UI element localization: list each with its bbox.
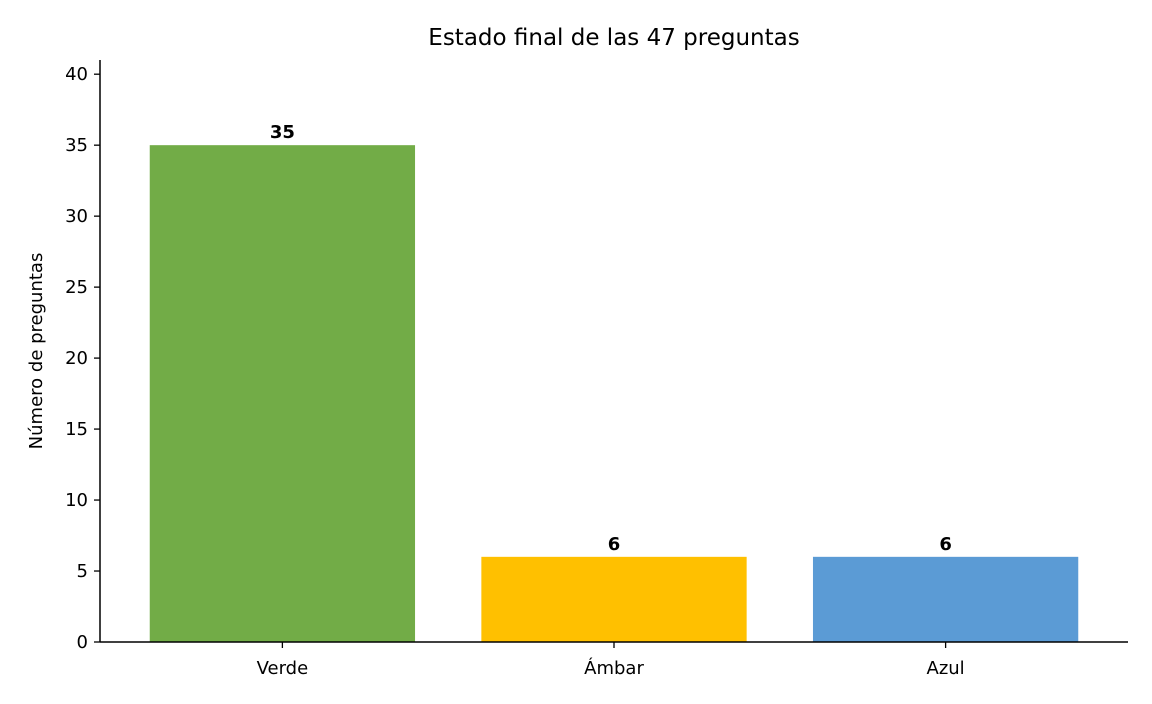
y-tick-label-30: 30 bbox=[65, 206, 88, 227]
y-tick-label-0: 0 bbox=[77, 632, 88, 653]
y-tick-label-15: 15 bbox=[65, 419, 88, 440]
chart-title: Estado final de las 47 preguntas bbox=[428, 25, 799, 51]
bar-0 bbox=[149, 145, 416, 643]
data-label-2: 6 bbox=[939, 534, 952, 555]
bar-1 bbox=[481, 556, 747, 642]
data-label-1: 6 bbox=[608, 534, 621, 555]
y-tick-label-40: 40 bbox=[65, 64, 88, 85]
y-axis-label: Número de preguntas bbox=[26, 253, 47, 450]
y-tick-label-25: 25 bbox=[65, 277, 88, 298]
x-tick-label-2: Azul bbox=[927, 658, 965, 679]
data-label-0: 35 bbox=[270, 122, 295, 143]
plot-area: 35 6 6 0 5 10 15 20 25 30 35 40 Verde Ámbar Azul bbox=[65, 60, 1128, 679]
y-tick-label-5: 5 bbox=[77, 561, 88, 582]
y-tick-label-35: 35 bbox=[65, 135, 88, 156]
y-tick-label-20: 20 bbox=[65, 348, 88, 369]
y-tick-label-10: 10 bbox=[65, 490, 88, 511]
bar-2 bbox=[812, 556, 1079, 642]
x-tick-label-0: Verde bbox=[257, 658, 309, 679]
x-tick-label-1: Ámbar bbox=[584, 657, 644, 679]
